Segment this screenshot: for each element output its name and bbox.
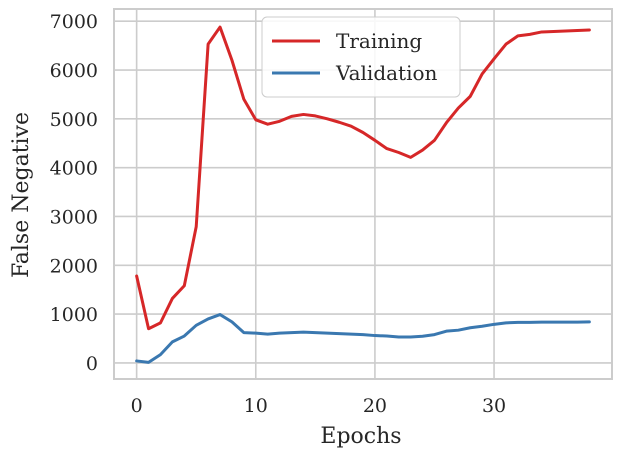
legend-label-training: Training [336, 29, 422, 53]
x-tick-label: 20 [363, 395, 387, 417]
y-axis-label: False Negative [9, 112, 34, 278]
x-tick-label: 0 [131, 395, 143, 417]
plot-border [113, 8, 613, 380]
x-tick-label: 10 [244, 395, 268, 417]
y-tick-label: 2000 [50, 255, 98, 277]
legend-label-validation: Validation [335, 61, 438, 85]
y-tick-label: 3000 [50, 206, 98, 228]
y-tick-label: 1000 [50, 304, 98, 326]
x-tick-labels: 0 10 20 30 [131, 395, 507, 417]
x-axis-label: Epochs [320, 424, 401, 449]
y-tick-label: 0 [86, 353, 98, 375]
series-line-training [135, 25, 591, 331]
x-tick-label: 30 [482, 395, 506, 417]
legend: Training Validation [261, 16, 461, 98]
y-tick-labels: 0 1000 2000 3000 4000 5000 6000 7000 [50, 11, 98, 375]
y-tick-label: 7000 [50, 11, 98, 33]
plot-frame [113, 8, 613, 380]
y-tick-label: 5000 [50, 109, 98, 131]
y-tick-label: 4000 [50, 158, 98, 180]
y-tick-label: 6000 [50, 60, 98, 82]
series-line-validation [135, 313, 591, 364]
series-lines [135, 25, 591, 364]
legend-box [261, 16, 461, 98]
